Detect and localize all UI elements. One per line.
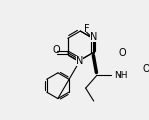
Text: O: O	[53, 45, 60, 55]
Text: N: N	[90, 33, 97, 42]
Text: O: O	[119, 48, 127, 58]
Text: NH: NH	[115, 71, 128, 80]
Text: F: F	[84, 24, 89, 34]
Text: N: N	[76, 56, 83, 66]
Text: O: O	[143, 64, 149, 74]
